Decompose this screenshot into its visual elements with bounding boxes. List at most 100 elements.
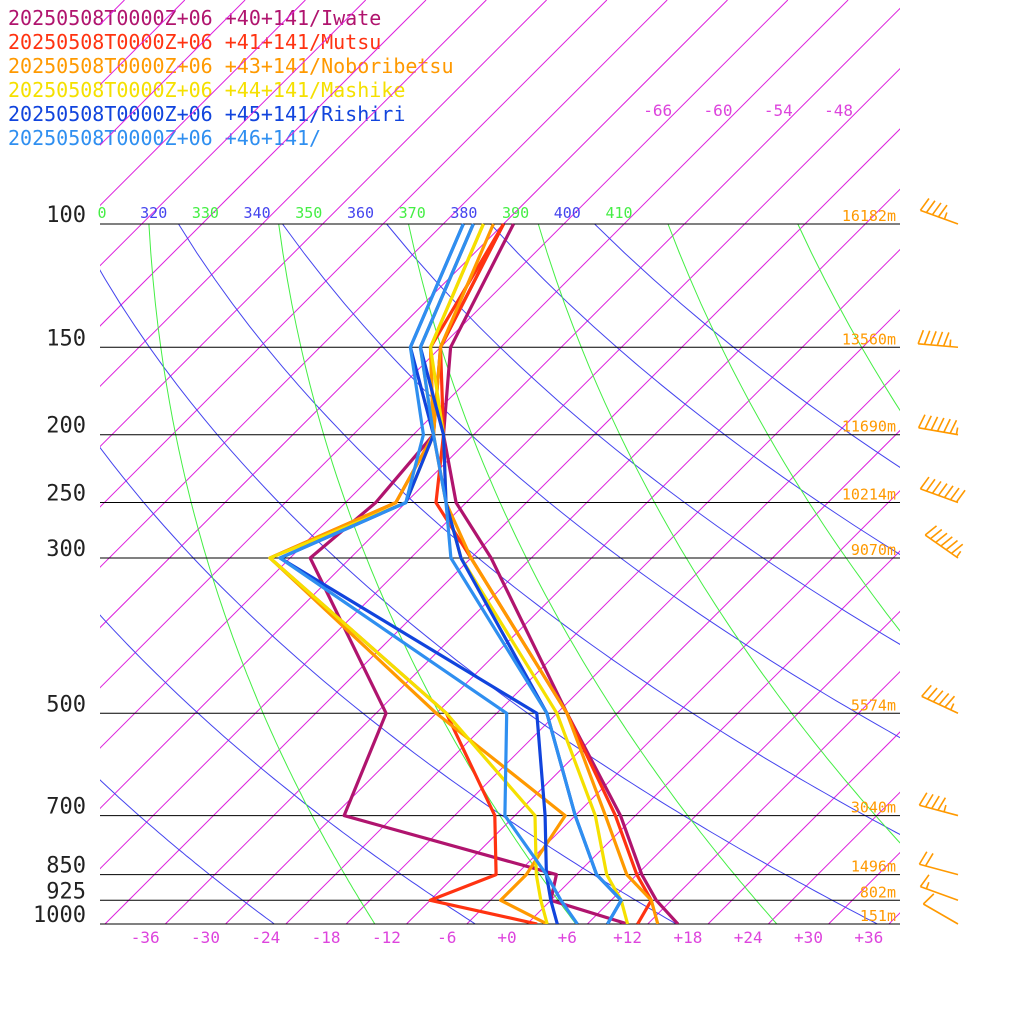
wind-barb-flag: [925, 478, 936, 492]
temperature-tick-label: -36: [131, 928, 160, 947]
height-label: 1496m: [851, 858, 896, 876]
dry-adiabat-line: [594, 223, 900, 468]
pressure-label: 925: [46, 879, 86, 904]
wind-barb-flag: [922, 893, 935, 905]
dewpoint-profile: [268, 223, 538, 924]
wind-barb-flag: [943, 485, 954, 499]
isotherm-line: [100, 0, 186, 86]
pressure-label: 200: [46, 414, 86, 439]
wind-barb-staff: [919, 863, 959, 876]
isotherm-line: [104, 128, 900, 924]
wind-barb-flag: [932, 690, 944, 703]
wind-barb-half-flag: [925, 881, 930, 890]
temperature-tick-label: -30: [191, 928, 220, 947]
isotherm-line: [587, 610, 900, 924]
wind-barb-flag: [937, 204, 948, 218]
isotherm-line: [949, 0, 1024, 924]
moist-adiabat-line: [148, 223, 376, 924]
isotherm-line: [888, 912, 900, 924]
isotherm-line: [285, 309, 900, 924]
temperature-tick-label: -24: [251, 928, 280, 947]
isotherm-line: [164, 188, 900, 924]
temperature-tick-label: +30: [794, 928, 823, 947]
theta-label: 350: [295, 204, 322, 222]
isotherm-line: [225, 248, 900, 924]
isotherm-line: [100, 0, 789, 689]
wind-barb: [922, 893, 959, 925]
height-label: 9070m: [851, 541, 896, 559]
temperature-tick-label: -18: [312, 928, 341, 947]
isotherm-line: [100, 0, 668, 568]
wind-barb-flag: [924, 415, 933, 430]
wind-barb: [918, 851, 959, 876]
moist-adiabat-line: [408, 223, 778, 924]
temperature-tick-label: -12: [372, 928, 401, 947]
wind-barb-flag: [936, 331, 944, 346]
wind-barb-half-flag: [949, 339, 952, 347]
wind-barb: [921, 684, 959, 715]
pressure-label: 850: [46, 854, 86, 879]
wind-barb-flag: [919, 198, 930, 211]
background-grid: [0, 0, 1024, 924]
height-label: 16182m: [842, 207, 896, 225]
isotherm-line: [647, 670, 900, 924]
wind-barb-flag: [924, 793, 934, 808]
wind-barb-flag: [924, 525, 938, 536]
wind-barb-flag: [943, 418, 951, 433]
isotherm-line: [767, 791, 900, 924]
temperature-tick-label: +12: [613, 928, 642, 947]
pressure-label: 1000: [33, 903, 86, 928]
wind-barb-flag: [945, 539, 959, 551]
isotherm-line: [0, 0, 4, 924]
temperature-tick-label: -6: [437, 928, 456, 947]
isotherm-line: [100, 0, 547, 448]
wind-barb-flag: [949, 487, 960, 501]
moist-adiabat-line: [537, 223, 900, 844]
temperature-profile: [441, 223, 680, 924]
dewpoint-profile: [278, 223, 579, 924]
dry-adiabat-line: [490, 223, 900, 556]
wind-barb: [917, 329, 959, 349]
wind-barb-flag: [926, 687, 938, 700]
wind-barb-staff: [920, 885, 959, 902]
isotherm-line: [345, 369, 900, 924]
wind-barb-half-flag: [955, 427, 959, 435]
wind-barb: [919, 198, 959, 225]
isotherm-line: [526, 550, 900, 924]
isotherm-label: -66: [643, 101, 672, 120]
wind-barb-half-flag: [943, 804, 947, 813]
theta-label: 360: [347, 204, 374, 222]
theta-label: 340: [244, 204, 271, 222]
wind-barb-flag: [942, 332, 950, 347]
moist-adiabat-line: [928, 224, 1024, 924]
wind-barb: [924, 525, 964, 559]
wind-barb: [918, 792, 959, 817]
wind-barb-flag: [937, 483, 948, 496]
temperature-tick-label: +36: [854, 928, 883, 947]
temperature-profile: [428, 223, 630, 924]
pressure-label: 100: [46, 203, 86, 228]
theta-label: 330: [192, 204, 219, 222]
wind-barb-flag: [938, 692, 950, 706]
isotherm-line: [100, 67, 900, 870]
wind-barb-flag: [935, 532, 948, 544]
wind-barb-half-flag: [956, 550, 962, 558]
temperature-tick-label: +0: [497, 928, 516, 947]
isotherm-line: [100, 0, 487, 388]
temperature-tick-label: +6: [558, 928, 577, 947]
wind-barb: [919, 874, 959, 902]
isotherm-line: [100, 0, 728, 629]
temperature-tick-label: +18: [673, 928, 702, 947]
temperature-tick-label: +24: [734, 928, 763, 947]
height-label: 11690m: [842, 418, 896, 436]
legend-entry: 20250508T0000Z+06 +44+141/Mashike: [8, 78, 406, 102]
wind-barb-flag: [950, 543, 964, 555]
wind-barb-staff: [922, 903, 959, 925]
wind-barb-flag: [940, 536, 953, 547]
isotherm-line: [1010, 0, 1024, 924]
height-label: 13560m: [842, 330, 896, 348]
theta-label: 410: [605, 204, 632, 222]
wind-barb-flag: [919, 874, 930, 888]
height-label: 151m: [860, 907, 896, 925]
